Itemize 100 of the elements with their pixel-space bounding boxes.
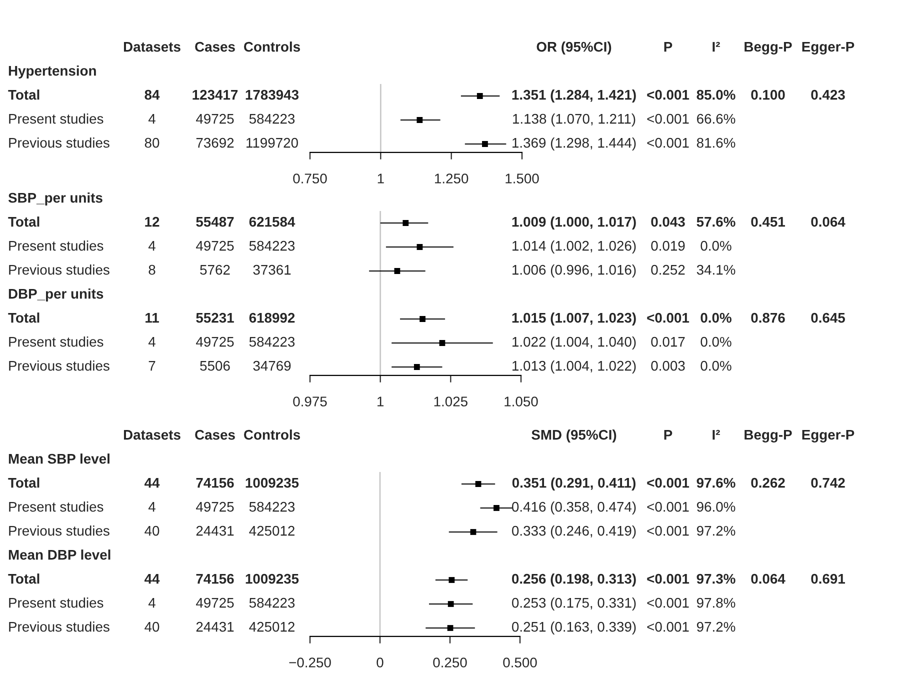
data-label: 0.251 (0.163, 0.339) [512, 622, 636, 634]
text: <0.001 [647, 598, 689, 608]
text: 0.252 [651, 264, 685, 275]
data-label: 1.369 (1.298, 1.444) [512, 138, 636, 150]
text: 55231 [196, 312, 234, 323]
text: 584223 [249, 240, 295, 251]
category-label: Previous studies [9, 138, 110, 148]
x-tick-label: 1 [378, 174, 384, 184]
text: Egger-P [802, 42, 854, 54]
category-label: Total [8, 216, 40, 227]
data-label: 0.256 (0.198, 0.313) [512, 574, 636, 586]
data-label: 0.351 (0.291, 0.411) [512, 478, 636, 490]
text: <0.001 [647, 526, 689, 536]
category-label: Total [8, 312, 40, 323]
data-label: 0.333 (0.246, 0.419) [512, 526, 636, 538]
text: 584223 [249, 502, 295, 512]
text: 57.6% [696, 216, 736, 227]
point [448, 601, 454, 607]
point [420, 316, 426, 322]
point [402, 220, 409, 226]
text: 4 [148, 337, 156, 347]
text: OR (95%CI) [536, 42, 612, 54]
text: 81.6% [696, 138, 736, 148]
data-label: 1.006 (0.996, 1.016) [512, 264, 636, 278]
x-tick-label: 0.975 [293, 396, 327, 406]
text: 85.0% [696, 90, 736, 100]
text: 0.0% [700, 336, 732, 347]
text: 1009235 [246, 574, 299, 584]
data-label: 0.416 (0.358, 0.474) [512, 502, 636, 514]
data-label: 1.351 (1.284, 1.421) [512, 90, 636, 102]
category-label: Total [8, 574, 40, 584]
text: 0.003 [651, 360, 685, 371]
text: 584223 [249, 336, 295, 347]
data-label: 1.015 (1.007, 1.023) [512, 312, 636, 326]
text: Controls [244, 42, 300, 52]
text: Begg-P [744, 430, 792, 442]
data-label: 0.253 (0.175, 0.331) [512, 598, 636, 610]
text: 0.645 [811, 312, 845, 323]
text: 4 [148, 502, 156, 512]
category-label: SBP_per units [8, 192, 102, 206]
text: 49725 [196, 114, 234, 124]
category-label: Mean SBP level [8, 454, 110, 464]
category-label: Present studies [9, 114, 104, 124]
text: 618992 [249, 312, 295, 323]
text: Begg-P [744, 42, 792, 54]
data-label: 1.013 (1.004, 1.022) [512, 360, 636, 374]
text: 24431 [196, 622, 234, 632]
text: 44 [144, 478, 160, 488]
text: 8 [148, 264, 156, 275]
text: P [664, 42, 672, 52]
text: 97.2% [696, 622, 736, 632]
category-label: Present studies [9, 240, 104, 251]
text: I² [712, 430, 720, 440]
category-label: Previous studies [9, 264, 110, 275]
text: 0.423 [811, 90, 845, 100]
x-tick-label: 0.500 [503, 658, 537, 668]
x-tick-label: 1.050 [504, 396, 538, 406]
text: 1199720 [246, 138, 298, 148]
text: Datasets [124, 42, 180, 52]
text: 621584 [249, 216, 296, 227]
point [447, 625, 454, 631]
text: 73692 [196, 138, 234, 148]
text: 0.876 [751, 312, 785, 323]
text: <0.001 [647, 138, 689, 148]
text: 0.742 [811, 478, 845, 488]
x-tick-label: 1.025 [434, 396, 468, 406]
text: 4 [148, 241, 156, 251]
x-tick-label: 1.500 [506, 174, 539, 184]
text: P [664, 430, 672, 440]
point [494, 505, 500, 511]
text: 584223 [249, 114, 295, 124]
text: 0.019 [651, 240, 685, 251]
category-label: Total [8, 478, 40, 488]
category-label: Present studies [9, 502, 104, 512]
text: 40 [144, 526, 160, 536]
text: 0.017 [651, 336, 685, 347]
text: 49725 [196, 502, 234, 512]
point [475, 481, 482, 487]
text: <0.001 [647, 312, 690, 323]
point [414, 364, 420, 370]
text: 40 [144, 622, 160, 632]
text: <0.001 [647, 114, 689, 124]
point [448, 577, 455, 583]
text: 0.0% [700, 240, 732, 251]
text: 123417 [192, 90, 238, 100]
text: 5506 [200, 360, 230, 371]
text: 74156 [196, 478, 234, 488]
text: 425012 [249, 526, 294, 536]
text: Datasets [124, 430, 180, 440]
text: 96.0% [696, 502, 736, 512]
data-label: 1.138 (1.070, 1.211) [513, 114, 636, 126]
x-tick-label: 1.250 [435, 174, 468, 184]
x-tick-label: 1 [378, 396, 384, 406]
text: <0.001 [647, 502, 689, 512]
category-label: Present studies [9, 336, 104, 347]
category-label: Previous studies [9, 622, 110, 632]
text: Egger-P [802, 430, 854, 442]
x-tick-label: −0.250 [289, 658, 331, 668]
point [416, 244, 423, 250]
text: 74156 [196, 574, 234, 584]
